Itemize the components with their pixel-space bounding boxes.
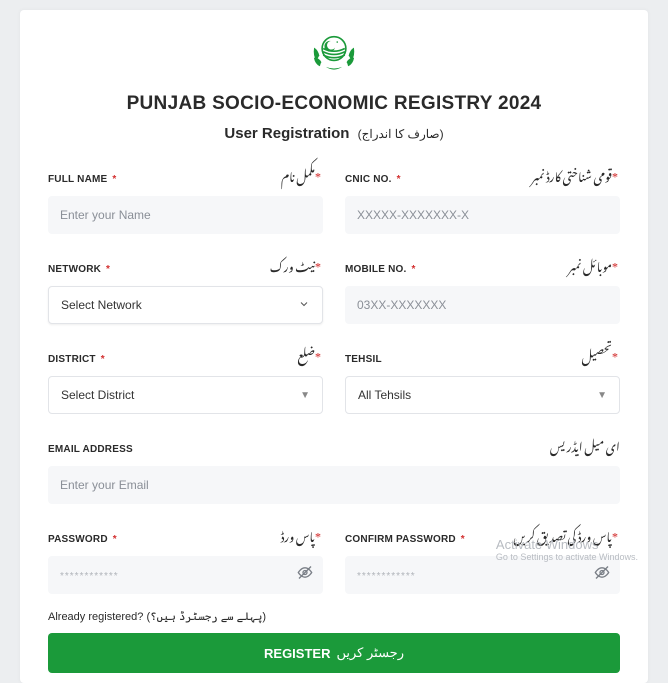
email-label-ur: ای میل ایڈریس [550,430,620,460]
district-label-ur: *ضلع [298,340,323,370]
register-en: REGISTER [264,646,330,661]
network-selected: Select Network [61,298,142,312]
register-ur: رجسٹر کریں [336,645,404,661]
email-label: EMAIL ADDRESS [48,444,133,455]
mobile-label-ur: *موبائل نمبر [568,250,620,280]
register-button[interactable]: REGISTER رجسٹر کریں [48,633,620,673]
punjab-govt-logo [307,28,361,87]
mobile-input[interactable] [345,286,620,324]
password-label-ur: *پاس ورڈ [281,520,323,550]
fullname-label-ur: *مکمل نام [281,160,323,190]
tehsil-select[interactable]: All Tehsils ▼ [345,376,620,414]
tehsil-selected: All Tehsils [358,388,411,402]
page-subtitle: User Registration (صارف کا اندراج) [48,125,620,142]
fullname-label: FULL NAME * [48,174,116,185]
network-select[interactable]: Select Network [48,286,323,324]
cnic-input[interactable] [345,196,620,234]
eye-off-icon[interactable] [594,565,610,586]
network-label-ur: *نیٹ ورک [270,250,323,280]
registration-card: PUNJAB SOCIO-ECONOMIC REGISTRY 2024 User… [20,10,648,683]
already-ur: (پہلے سے رجسٹرڈ ہیں؟) [146,611,266,623]
subtitle-ur: (صارف کا اندراج) [358,127,444,141]
cnic-label-ur: *قومی شناختی کارڈ نمبر [531,160,620,190]
district-label: DISTRICT * [48,354,105,365]
password-input[interactable] [48,556,323,594]
tehsil-label-ur: *تحصیل [582,340,620,370]
confirm-password-input[interactable] [345,556,620,594]
district-selected: Select District [61,388,134,402]
cnic-label: CNIC NO. * [345,174,401,185]
triangle-down-icon: ▼ [597,390,607,401]
confirm-label-ur: *پاس ورڈ کی تصدیق کریں [513,520,620,550]
district-select[interactable]: Select District ▼ [48,376,323,414]
subtitle-en: User Registration [224,125,349,142]
triangle-down-icon: ▼ [300,390,310,401]
email-input[interactable] [48,466,620,504]
eye-off-icon[interactable] [297,565,313,586]
chevron-down-icon [298,298,310,313]
tehsil-label: TEHSIL [345,354,382,365]
password-label: PASSWORD * [48,534,117,545]
already-registered-link[interactable]: Already registered? (پہلے سے رجسٹرڈ ہیں؟… [48,610,620,623]
fullname-input[interactable] [48,196,323,234]
logo-container [48,28,620,87]
mobile-label: MOBILE NO. * [345,264,416,275]
network-label: NETWORK * [48,264,110,275]
page-title: PUNJAB SOCIO-ECONOMIC REGISTRY 2024 [48,93,620,115]
confirm-label: CONFIRM PASSWORD * [345,534,465,545]
already-en: Already registered? [48,611,143,623]
